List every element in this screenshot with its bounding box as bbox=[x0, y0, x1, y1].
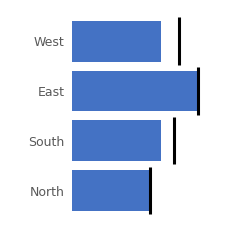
Bar bbox=[72, 71, 198, 111]
Bar bbox=[72, 120, 161, 161]
Bar bbox=[72, 21, 161, 62]
Bar bbox=[72, 170, 151, 211]
